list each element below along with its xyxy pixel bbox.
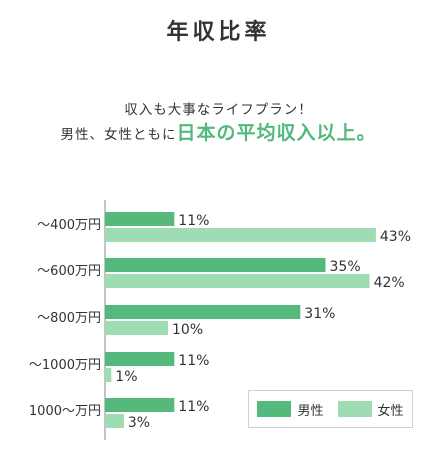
data-label-female: 42%: [374, 275, 405, 291]
bar-male: [105, 352, 175, 366]
legend-label-female: 女性: [377, 403, 404, 419]
category-label: 1000～万円: [29, 404, 101, 419]
subtitle-highlight: 日本の平均収入以上。: [176, 122, 377, 144]
bar-male: [105, 305, 301, 319]
data-label-male: 11%: [178, 399, 209, 415]
bar-female: [105, 414, 124, 428]
data-label-male: 35%: [330, 259, 361, 275]
data-label-male: 31%: [304, 306, 335, 322]
data-label-female: 3%: [128, 415, 150, 431]
bar-male: [105, 398, 175, 412]
bar-male: [105, 212, 175, 226]
subtitle-line-1: 収入も大事なライフプラン！: [124, 102, 313, 118]
category-label: ～600万円: [37, 264, 101, 279]
bar-male: [105, 258, 326, 272]
bar-female: [105, 228, 376, 242]
legend-item-male: 男性: [257, 400, 324, 419]
chart-title: 年収比率: [166, 20, 271, 45]
data-label-female: 1%: [115, 369, 137, 385]
data-label-male: 11%: [178, 353, 209, 369]
data-label-female: 43%: [380, 229, 411, 245]
subtitle-prefix: 男性、女性ともに: [60, 127, 177, 143]
legend-swatch-male: [257, 401, 292, 417]
legend-item-female: 女性: [337, 400, 404, 419]
bar-female: [105, 368, 112, 382]
legend-label-male: 男性: [297, 403, 324, 419]
category-label: ～800万円: [37, 311, 101, 326]
subtitle-line-2: 男性、女性ともに日本の平均収入以上。: [0, 118, 437, 145]
chart-legend: 男性 女性: [248, 390, 413, 428]
data-label-male: 11%: [178, 213, 209, 229]
category-label: ～1000万円: [29, 358, 101, 373]
category-label: ～400万円: [37, 218, 101, 233]
data-label-female: 10%: [172, 322, 203, 338]
bar-female: [105, 321, 168, 335]
bar-female: [105, 274, 370, 288]
legend-swatch-female: [337, 401, 372, 417]
